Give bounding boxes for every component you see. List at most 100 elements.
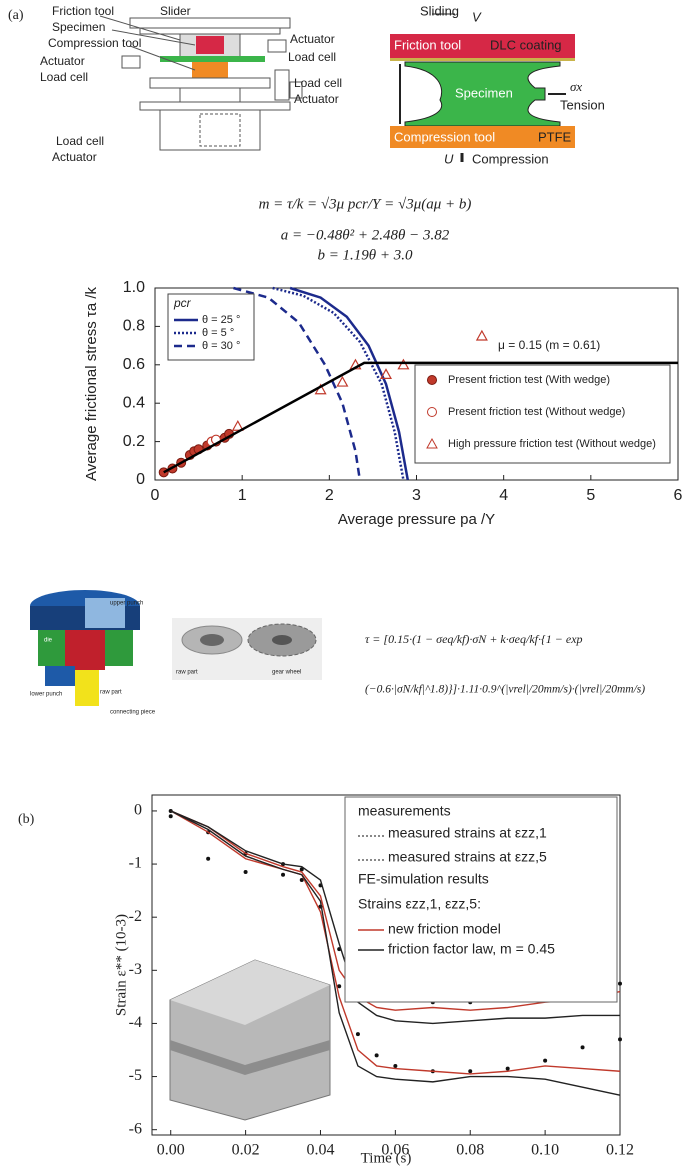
image-label: gear wheel <box>272 670 301 676</box>
annotation: μ = 0.15 (m = 0.61) <box>498 338 600 352</box>
equation: (−0.6·|σN/kf|^1.8)}]·1.11·0.9^(|vrel|/20… <box>365 684 645 696</box>
legend-swatch <box>426 437 438 449</box>
legend-title: pcr <box>173 296 192 310</box>
apparatus-label: Slider <box>160 4 191 18</box>
y-tick-label: -5 <box>129 1067 142 1084</box>
image-label: connecting piece <box>110 710 156 716</box>
panel-label: (a) <box>8 8 24 23</box>
y-tick-label: 1.0 <box>123 279 145 296</box>
equation: b = 1.19θ + 3.0 <box>317 247 413 263</box>
panel-label: (b) <box>18 812 35 827</box>
data-point <box>397 358 410 370</box>
diagram-label: Compression <box>472 151 549 166</box>
data-point <box>379 368 393 379</box>
x-tick-label: 0.02 <box>232 1142 260 1159</box>
x-tick-label: 3 <box>412 487 421 504</box>
x-tick-label: 0.08 <box>456 1142 484 1159</box>
data-point <box>243 870 248 875</box>
data-point <box>355 1032 360 1037</box>
apparatus-label: Load cell <box>40 70 88 84</box>
y-axis-label: Strain ε** (10-3) <box>113 914 129 1016</box>
diagram-label: Sliding <box>420 3 459 18</box>
apparatus-label: Load cell <box>56 134 104 148</box>
legend-label: new friction model <box>388 921 501 937</box>
data-point <box>393 1063 398 1068</box>
data-point <box>299 878 304 882</box>
apparatus-label: Load cell <box>294 76 342 90</box>
plot-frame <box>151 794 621 1136</box>
series-line <box>170 810 621 1096</box>
x-tick-label: 0.04 <box>306 1142 334 1159</box>
series-line <box>272 286 405 481</box>
data-point <box>543 1058 548 1063</box>
data-point <box>618 981 622 986</box>
apparatus-label: Actuator <box>294 92 339 106</box>
diagram-label: V <box>472 9 482 24</box>
y-tick-label: -2 <box>129 908 142 925</box>
image-label: upper punch <box>110 601 143 607</box>
data-point <box>618 1037 622 1042</box>
diagram-label: Tension <box>560 97 605 112</box>
legend-label: friction factor law, m = 0.45 <box>388 941 555 957</box>
diagram-label: Specimen <box>455 85 513 100</box>
legend-label: Strains εzz,1, εzz,5: <box>358 896 481 912</box>
y-tick-label: -6 <box>129 1120 142 1137</box>
legend-label: θ = 5 ° <box>202 327 234 339</box>
forming-tool-image <box>30 590 140 706</box>
series-line <box>170 810 621 1075</box>
data-point <box>336 375 349 387</box>
data-point <box>475 329 488 341</box>
legend-swatch <box>427 375 437 385</box>
y-tick-label: 0.2 <box>123 433 145 450</box>
contact-diagram <box>390 13 575 162</box>
apparatus-label: Load cell <box>288 50 336 64</box>
data-point <box>580 1045 585 1050</box>
legend-box <box>414 364 671 464</box>
apparatus-label: Specimen <box>52 20 105 34</box>
x-tick-label: 0 <box>151 487 160 504</box>
diagram-label: U <box>444 151 454 166</box>
x-tick-label: 2 <box>325 487 334 504</box>
image-label: raw part <box>100 690 122 696</box>
x-tick-label: 0.12 <box>606 1142 634 1159</box>
data-point <box>337 984 342 989</box>
data-point <box>505 1066 510 1071</box>
y-tick-label: 0.6 <box>123 356 145 373</box>
image-label: raw part <box>176 670 198 676</box>
legend-label: θ = 30 ° <box>202 340 240 352</box>
legend-label: measured strains at εzz,1 <box>388 825 547 841</box>
legend-label: Present friction test (Without wedge) <box>448 406 625 418</box>
y-tick-label: 0 <box>136 471 145 488</box>
diagram-label: Friction tool <box>394 37 461 52</box>
legend-label: Present friction test (With wedge) <box>448 374 610 386</box>
legend-swatch <box>427 407 437 417</box>
equation: m = τ/k = √3μ pcr/Y = √3μ(aμ + b) <box>259 196 472 212</box>
x-axis-label: Time (s) <box>361 1150 412 1166</box>
x-tick-label: 5 <box>586 487 595 504</box>
y-tick-label: 0 <box>134 802 142 819</box>
legend-label: θ = 25 ° <box>202 314 240 326</box>
x-tick-label: 1 <box>238 487 247 504</box>
apparatus-label: Friction tool <box>52 4 114 18</box>
apparatus-schematic <box>99 15 303 151</box>
inset-image <box>169 959 331 1121</box>
y-tick-label: 0.8 <box>123 318 145 335</box>
diagram-label: σx <box>570 79 582 94</box>
x-tick-label: 0.10 <box>531 1142 559 1159</box>
y-tick-label: -3 <box>129 961 142 978</box>
x-tick-label: 4 <box>499 487 508 504</box>
legend-label: measured strains at εzz,5 <box>388 849 547 865</box>
apparatus-label: Actuator <box>40 54 85 68</box>
x-tick-label: 6 <box>674 487 683 504</box>
data-point <box>231 420 244 431</box>
diagram-label: Compression tool <box>394 129 495 144</box>
x-axis-label: Average pressure pa /Y <box>338 511 495 528</box>
legend-label: measurements <box>358 803 451 819</box>
data-point <box>468 1069 473 1074</box>
equation: τ = [0.15·(1 − σeq/kf)·σN + k·σeq/kf·{1 … <box>365 632 583 646</box>
series-line <box>289 286 410 481</box>
diagram-label: PTFE <box>538 129 572 144</box>
data-point <box>168 814 173 819</box>
y-tick-label: 0.4 <box>123 394 145 411</box>
legend-label: FE-simulation results <box>358 871 489 887</box>
